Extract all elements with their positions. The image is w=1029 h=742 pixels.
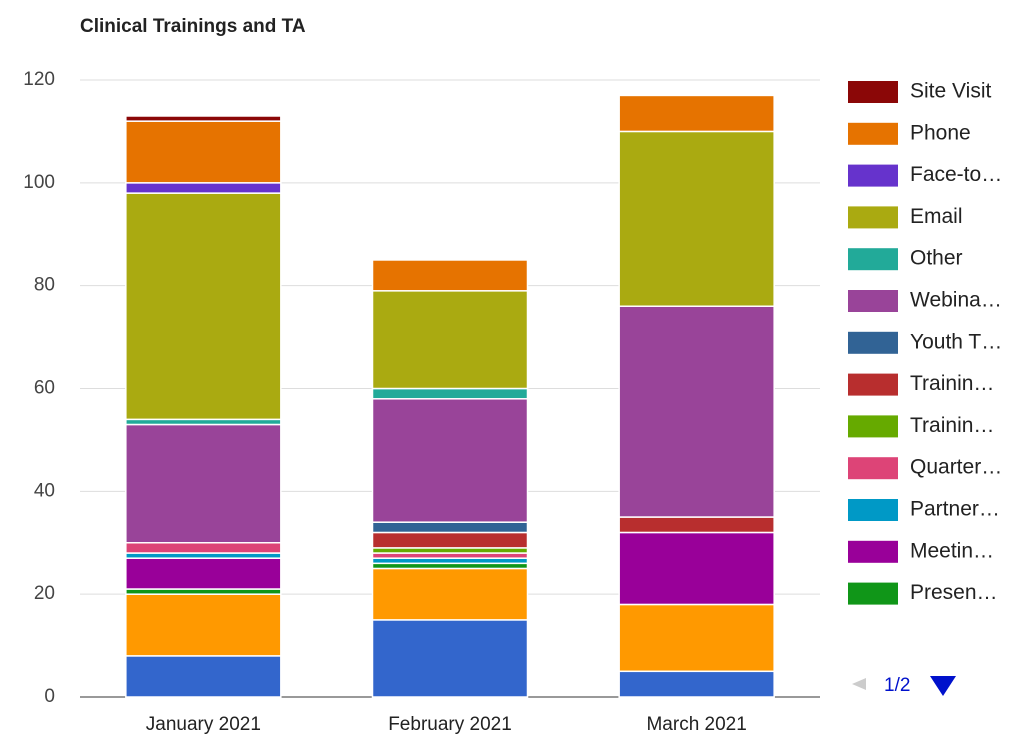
legend-label: Email xyxy=(910,205,963,228)
legend-label: Trainin… xyxy=(910,414,994,437)
bar-segment xyxy=(371,521,529,534)
legend-swatch xyxy=(848,331,898,354)
bar-segment xyxy=(125,418,282,426)
legend-swatch xyxy=(848,373,898,396)
legend-swatch xyxy=(848,122,898,145)
legend-swatch xyxy=(848,415,898,438)
bar-segment xyxy=(125,182,282,194)
bar-segment xyxy=(125,655,282,698)
bar-segment xyxy=(371,552,529,559)
legend-label: Trainin… xyxy=(910,372,994,395)
legend-swatch xyxy=(848,290,898,312)
legend-label: Phone xyxy=(910,121,971,144)
legend-label: Webina… xyxy=(910,289,1002,312)
legend-label: Partner… xyxy=(910,498,1000,521)
y-tick-label: 40 xyxy=(34,480,55,501)
pager-prev[interactable] xyxy=(852,678,866,690)
legend-swatch xyxy=(848,499,898,521)
y-tick-label: 80 xyxy=(34,275,55,296)
bar-segment xyxy=(618,603,775,673)
bar-segment xyxy=(618,670,775,698)
legend-label: Site Visit xyxy=(910,80,991,103)
bar-segment xyxy=(618,305,775,518)
bar-segment xyxy=(125,552,282,559)
bar-segment xyxy=(125,423,282,544)
legend-swatch xyxy=(848,582,898,605)
legend-pager[interactable]: 1/2 xyxy=(852,675,956,696)
y-tick-label: 20 xyxy=(34,583,55,604)
bar-segment xyxy=(371,398,529,523)
x-tick-label: March 2021 xyxy=(646,714,746,735)
pager-label: 1/2 xyxy=(884,675,910,696)
bar-segment xyxy=(618,531,775,606)
legend-label: Youth T… xyxy=(910,330,1002,353)
bar-segment xyxy=(125,542,282,554)
bar-segment xyxy=(371,547,529,554)
bar-segment xyxy=(125,192,282,421)
legend-swatch xyxy=(848,81,898,103)
bar-segment xyxy=(371,531,529,549)
legend-swatch xyxy=(848,457,898,480)
legend-label: Other xyxy=(910,247,963,270)
y-tick-label: 100 xyxy=(23,172,55,193)
y-tick-label: 0 xyxy=(44,686,55,707)
x-tick-label: January 2021 xyxy=(146,714,261,735)
legend-label: Presen… xyxy=(910,581,998,604)
bar-segment xyxy=(125,593,282,657)
bar-segment xyxy=(371,259,529,292)
bar-segment xyxy=(125,588,282,595)
y-tick-label: 60 xyxy=(34,378,55,399)
legend-swatch xyxy=(848,206,898,229)
bar-segment xyxy=(371,567,529,621)
legend-swatch xyxy=(848,540,898,563)
legend-label: Meetin… xyxy=(910,539,994,562)
bar-segment xyxy=(371,562,529,570)
bar-segment xyxy=(618,130,775,307)
legend-label: Face-to… xyxy=(910,163,1002,186)
x-tick-label: February 2021 xyxy=(388,714,512,735)
bar-segment xyxy=(125,115,282,122)
bar-segment xyxy=(618,516,775,534)
bar-segment xyxy=(125,557,282,590)
bar-segment xyxy=(371,290,529,390)
bar-segment xyxy=(371,557,529,565)
legend-swatch xyxy=(848,164,898,187)
chart-title: Clinical Trainings and TA xyxy=(80,16,306,37)
bar-segment xyxy=(371,387,529,400)
pager-next[interactable] xyxy=(930,676,956,696)
bar-segment xyxy=(371,619,529,698)
y-tick-label: 120 xyxy=(23,69,55,90)
bar-segment xyxy=(618,94,775,133)
bar-segment xyxy=(125,120,282,184)
legend-swatch xyxy=(848,248,898,271)
legend-label: Quarter… xyxy=(910,456,1002,479)
